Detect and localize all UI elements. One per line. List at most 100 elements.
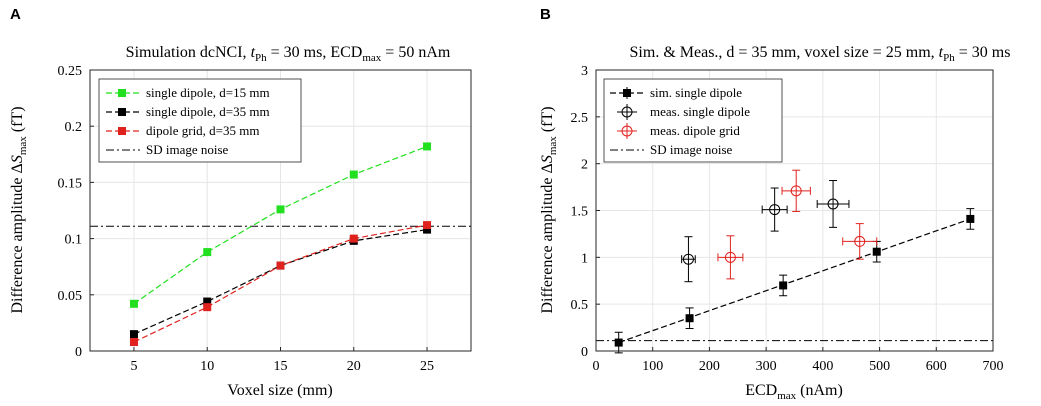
x-tick-label-b-6: 600: [926, 359, 947, 374]
panel-letter-a: A: [10, 6, 21, 23]
chart-a: Simulation dcNCI, tPh = 30 ms, ECDmax = …: [9, 44, 472, 399]
x-tick-label-a-3: 20: [347, 359, 361, 374]
panel-a: A Simulation dcNCI, tPh = 30 ms, ECDmax …: [0, 0, 520, 402]
legend-marker-a-2: [118, 127, 126, 135]
legend-a: single dipole, d=15 mm single dipole, d=…: [98, 78, 302, 163]
x-axis-label-a: Voxel size (mm): [227, 382, 332, 399]
legend-label-b-0: sim. single dipole: [650, 85, 742, 100]
y-axis-label-a: Difference amplitude ΔSmax (fT): [9, 106, 29, 313]
chart-b-title: Sim. & Meas., d = 35 mm, voxel size = 25…: [630, 44, 1011, 64]
marker-b-0-4: [966, 214, 975, 223]
data-point-a-1-4: [423, 225, 432, 234]
marker-b-2-2: [854, 235, 866, 247]
legend-label-b-2: meas. dipole grid: [650, 123, 740, 138]
legend-label-a-0: single dipole, d=15 mm: [146, 85, 270, 100]
marker-b-0-1: [685, 314, 694, 323]
data-point-b-0-4: [966, 208, 975, 230]
legend-b: sim. single dipole meas. single dipole m…: [603, 78, 783, 163]
y-tick-label-a-2: 0.1: [65, 233, 83, 248]
data-point-b-1-2: [816, 180, 850, 228]
ticks-b: 0 100 200 300 400 500 600 700 0 0.5 1 1.5 2 2.5 3: [571, 64, 1004, 374]
data-point-a-2-3: [349, 234, 358, 243]
x-tick-label-b-4: 400: [812, 359, 833, 374]
data-point-a-2-1: [203, 303, 212, 312]
y-tick-label-b-1: 0.5: [571, 298, 589, 313]
y-axis-label-b: Difference amplitude ΔSmax (fT): [539, 106, 559, 313]
y-tick-label-b-0: 0: [581, 345, 588, 360]
legend-entry-b-1: meas. single dipole: [617, 104, 750, 120]
x-tick-label-b-7: 700: [983, 359, 1004, 374]
data-point-b-1-0: [681, 236, 696, 283]
x-tick-label-b-1: 100: [642, 359, 663, 374]
y-tick-label-b-2: 1: [581, 251, 588, 266]
x-tick-label-a-1: 10: [200, 359, 214, 374]
legend-label-a-1: single dipole, d=35 mm: [146, 104, 270, 119]
data-point-b-0-2: [779, 274, 788, 297]
x-axis-label-b: ECDmax (nAm): [745, 382, 843, 402]
marker-b-0-0: [614, 338, 623, 347]
data-point-a-0-1: [203, 248, 212, 257]
data-point-b-2-0: [717, 235, 744, 280]
data-point-b-0-1: [685, 307, 694, 330]
series-line-a-1: [133, 229, 428, 335]
data-point-b-2-1: [781, 169, 811, 212]
x-tick-label-a-0: 5: [130, 359, 137, 374]
y-tick-label-a-4: 0.2: [65, 120, 83, 135]
legend-entry-a-0: single dipole, d=15 mm: [106, 85, 270, 100]
data-point-a-2-4: [423, 221, 432, 230]
y-tick-label-a-0: 0: [75, 345, 82, 360]
marker-b-1-2: [827, 198, 839, 210]
marker-b-2-1: [790, 185, 802, 197]
y-tick-label-a-1: 0.05: [58, 289, 83, 304]
data-point-a-2-0: [129, 338, 138, 347]
y-tick-label-b-6: 3: [581, 64, 588, 79]
legend-label-b-1: meas. single dipole: [650, 104, 750, 119]
data-point-b-0-0: [614, 331, 623, 354]
x-tick-label-b-2: 200: [699, 359, 720, 374]
ticks-a: 5 10 15 20 25 0 0.05 0.1 0.15 0.2 0.25: [58, 64, 435, 374]
series-group-a: [129, 142, 432, 347]
legend-marker-b-2: [621, 125, 633, 137]
y-tick-label-b-5: 2.5: [571, 111, 589, 126]
legend-label-a-2: dipole grid, d=35 mm: [146, 123, 260, 138]
legend-entry-a-2: dipole grid, d=35 mm: [106, 123, 260, 138]
x-tick-label-b-0: 0: [593, 359, 600, 374]
panel-letter-b: B: [540, 6, 551, 23]
legend-marker-a-0: [118, 89, 126, 97]
legend-entry-b-2: meas. dipole grid: [617, 123, 740, 139]
x-tick-label-b-5: 500: [869, 359, 890, 374]
y-tick-label-a-3: 0.15: [58, 176, 83, 191]
marker-b-1-1: [769, 204, 781, 216]
series-line-b-0: [618, 218, 971, 344]
marker-b-2-0: [724, 251, 736, 263]
data-point-a-0-3: [349, 170, 358, 179]
data-point-b-1-1: [761, 187, 788, 232]
marker-b-1-0: [682, 253, 694, 265]
legend-label-b-3: SD image noise: [650, 142, 733, 157]
legend-entry-a-3: SD image noise: [106, 142, 229, 157]
data-point-a-1-1: [203, 297, 212, 306]
marker-b-0-3: [872, 247, 881, 256]
y-tick-label-b-4: 2: [581, 158, 588, 173]
legend-entry-a-1: single dipole, d=35 mm: [106, 104, 270, 119]
legend-marker-a-1: [118, 108, 126, 116]
panel-b: B Sim. & Meas., d = 35 mm, voxel size = …: [520, 0, 1041, 402]
data-point-a-0-0: [129, 299, 138, 308]
series-group-b: [614, 169, 975, 354]
legend-label-a-3: SD image noise: [146, 142, 229, 157]
data-point-a-1-0: [129, 330, 138, 339]
x-tick-label-a-4: 25: [420, 359, 434, 374]
x-tick-label-a-2: 15: [274, 359, 288, 374]
x-tick-label-b-3: 300: [756, 359, 777, 374]
data-point-a-2-2: [276, 261, 285, 270]
legend-entry-b-0: sim. single dipole: [610, 85, 742, 100]
legend-marker-b-0: [623, 89, 631, 97]
data-point-a-0-4: [423, 142, 432, 151]
y-tick-label-b-3: 1.5: [571, 205, 589, 220]
data-point-b-2-2: [842, 223, 878, 260]
legend-marker-b-1: [621, 106, 633, 118]
legend-box-a: [98, 78, 302, 163]
marker-b-0-2: [779, 281, 788, 290]
y-tick-label-a-5: 0.25: [58, 64, 83, 79]
data-point-a-0-2: [276, 205, 285, 214]
